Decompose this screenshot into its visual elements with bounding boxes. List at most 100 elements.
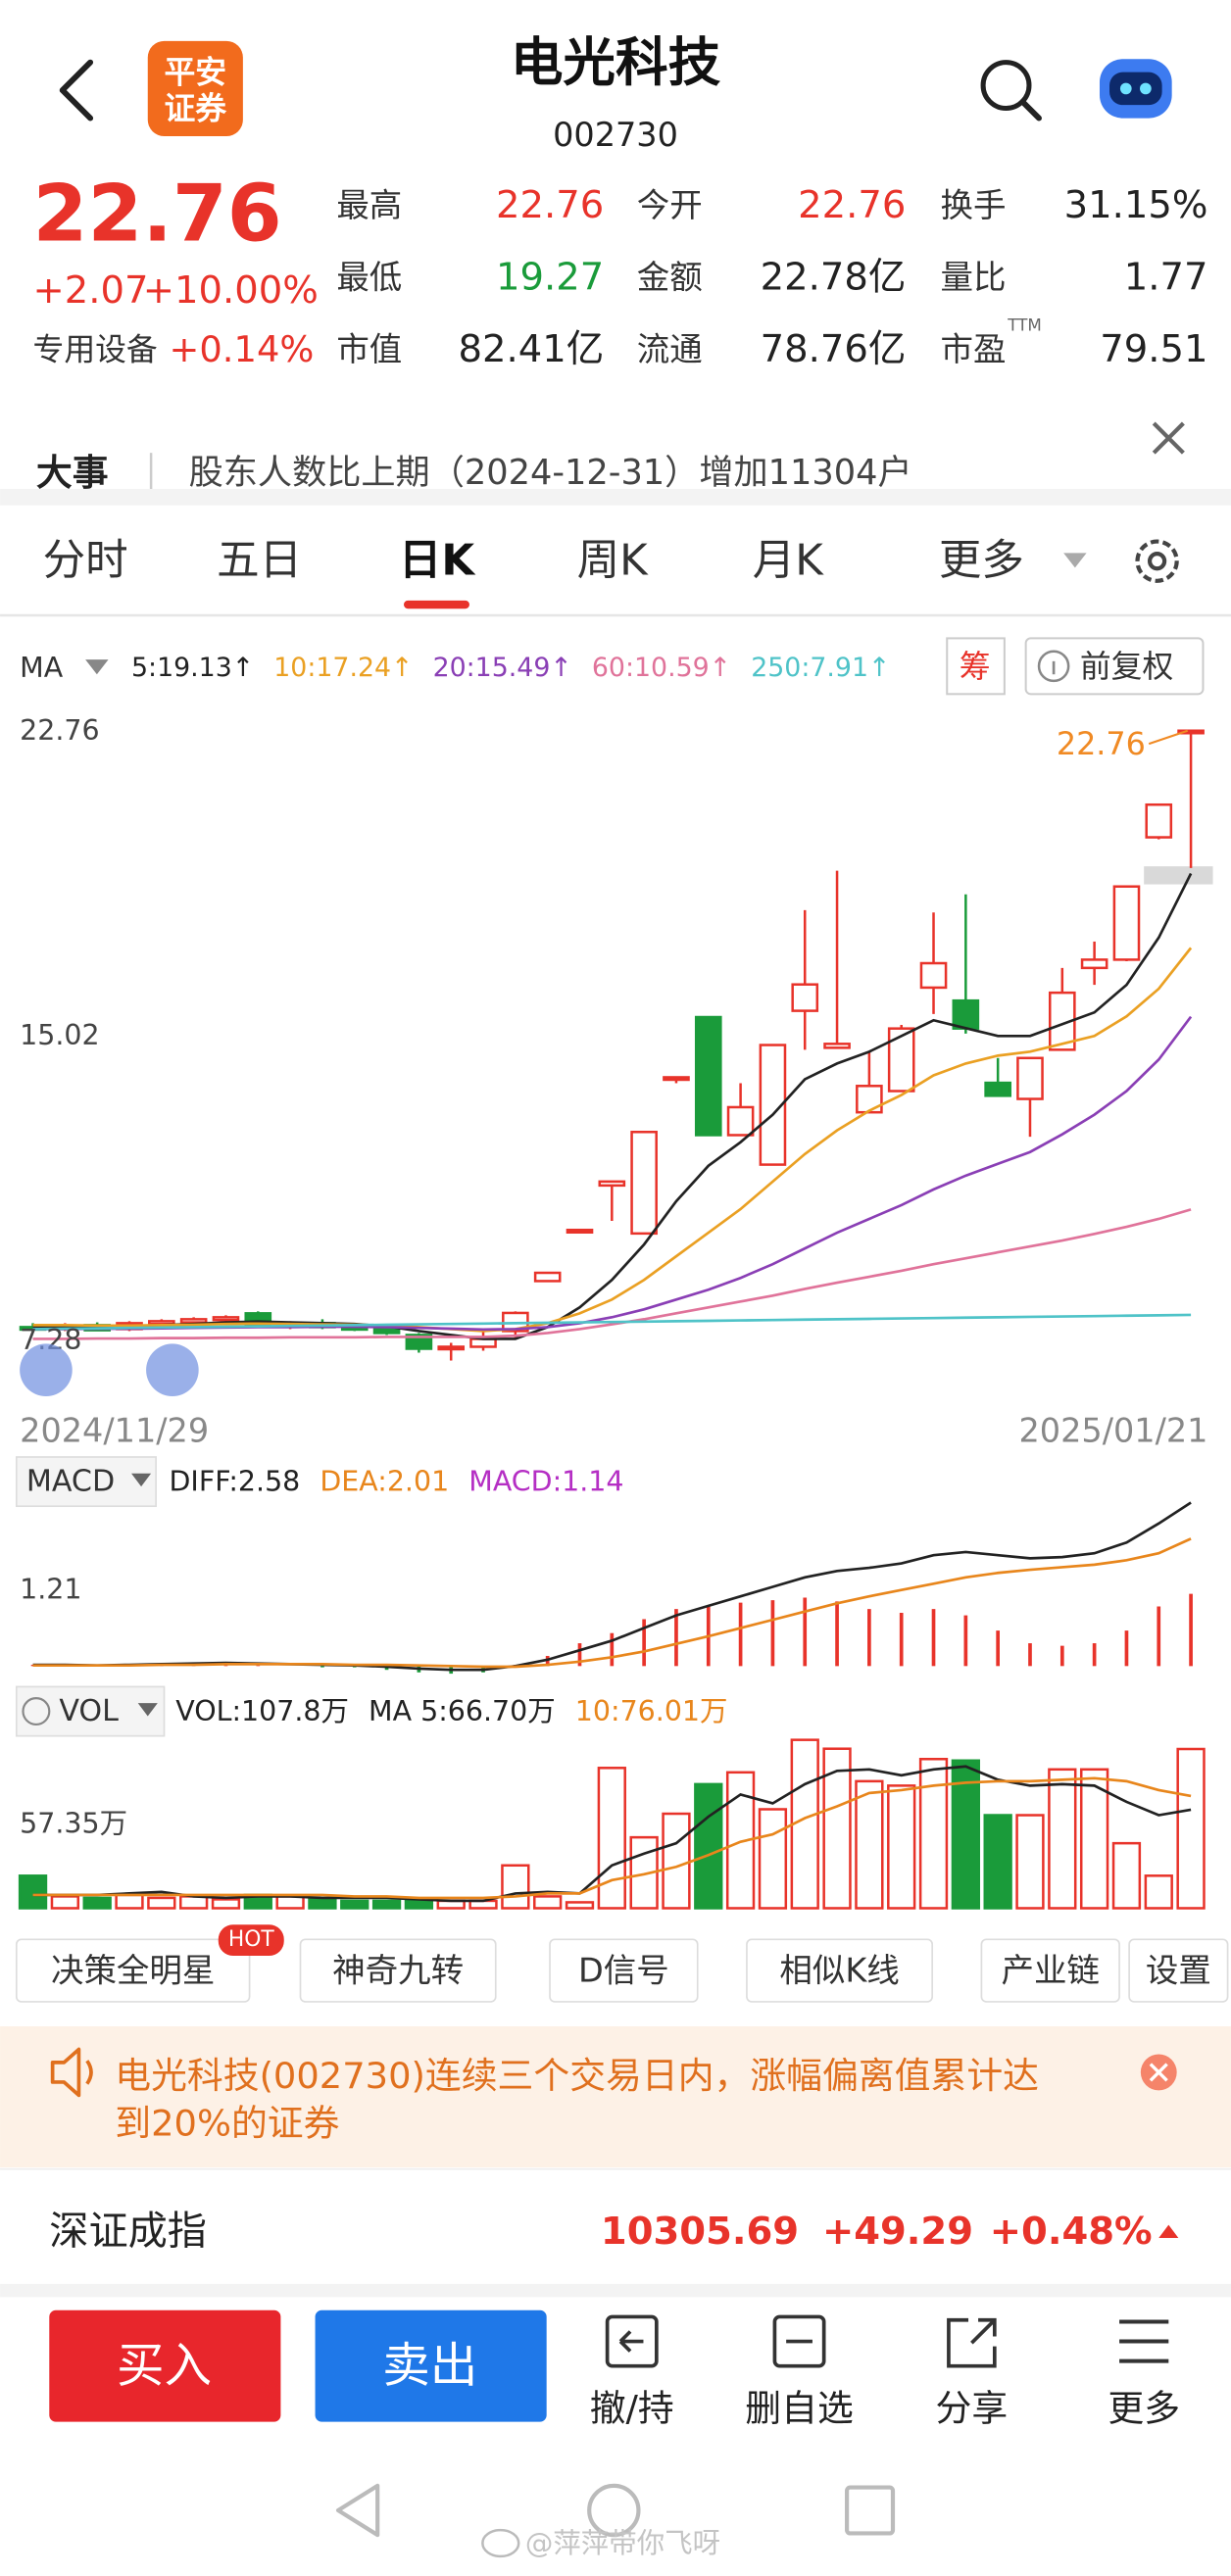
alert-text: 电光科技(002730)连续三个交易日内，涨幅偏离值累计达 xyxy=(115,2055,1039,2097)
tool-button[interactable] xyxy=(299,1938,497,2003)
volume-bar xyxy=(918,1757,949,1910)
chart-nav-button[interactable] xyxy=(146,1343,199,1397)
share-button[interactable] xyxy=(947,2317,997,2368)
volume-bar xyxy=(340,1899,369,1910)
candle-body xyxy=(405,1334,433,1350)
stat-label: 量比 xyxy=(941,258,1007,296)
tab[interactable]: 五日 xyxy=(217,537,302,586)
info-icon xyxy=(22,1697,51,1726)
candle-body xyxy=(372,1328,401,1335)
broker-logo xyxy=(147,40,243,136)
candle-body xyxy=(533,1271,562,1283)
ma-line xyxy=(32,947,1193,1333)
action-label[interactable]: 分享 xyxy=(936,2388,1009,2430)
volume-bar xyxy=(371,1899,402,1910)
tool-label: 设置 xyxy=(1146,1952,1211,1990)
sector-name: 专用设备 xyxy=(33,331,158,368)
ma-line xyxy=(32,1208,1192,1340)
close-news[interactable] xyxy=(1152,421,1185,455)
robot-icon xyxy=(1140,82,1152,95)
tool-button[interactable] xyxy=(15,1938,251,2003)
dropdown-arrow[interactable] xyxy=(1063,553,1087,568)
info-icon xyxy=(1037,650,1070,683)
news-strip[interactable] xyxy=(0,393,1231,496)
action-label[interactable]: 撤/持 xyxy=(590,2388,674,2430)
volume-bar xyxy=(275,1895,305,1910)
alert-text: 到20%的证券 xyxy=(115,2102,339,2144)
candle-body xyxy=(856,1085,883,1114)
adjust-button-label: 前复权 xyxy=(1080,648,1173,685)
search-icon xyxy=(1019,98,1042,122)
assistant-button[interactable] xyxy=(1099,59,1172,119)
search-button[interactable] xyxy=(980,60,1042,122)
nav-back[interactable] xyxy=(335,2483,380,2538)
tab[interactable]: 月K xyxy=(753,537,825,586)
watermark: @萍萍带你飞呀 xyxy=(525,2527,720,2559)
chart-nav-button[interactable] xyxy=(20,1343,73,1397)
ma-line xyxy=(32,1313,1192,1331)
tool-button[interactable] xyxy=(549,1938,699,2003)
legend-entry: DEA:2.01 xyxy=(320,1466,449,1498)
action-label[interactable]: 删自选 xyxy=(745,2388,853,2430)
y-tick-label: 15.02 xyxy=(20,1019,99,1051)
volume-bar xyxy=(662,1812,691,1910)
tool-label: 神奇九转 xyxy=(332,1952,464,1990)
sell-button[interactable] xyxy=(315,2309,547,2422)
indicator-name: VOL xyxy=(59,1694,119,1728)
remove-watchlist-button[interactable] xyxy=(772,2314,826,2368)
tool-button[interactable] xyxy=(980,1938,1120,2003)
back-button[interactable] xyxy=(59,59,94,122)
stock-code: 002730 xyxy=(553,116,678,154)
candle-body xyxy=(1016,1056,1044,1100)
volume-bar xyxy=(308,1898,337,1910)
tool-button[interactable] xyxy=(1128,1938,1229,2003)
high-label: 22.76 xyxy=(1057,725,1146,762)
adjust-button[interactable] xyxy=(1024,637,1205,696)
buy-button[interactable] xyxy=(49,2309,281,2422)
volume-bar xyxy=(694,1782,723,1910)
ma-line xyxy=(32,1765,1192,1903)
withdraw-button[interactable] xyxy=(605,2314,659,2368)
price-change: +2.07 xyxy=(33,268,149,313)
tab[interactable]: 更多 xyxy=(939,537,1024,586)
tool-button[interactable] xyxy=(746,1938,934,2003)
chip-button[interactable] xyxy=(946,637,1006,696)
volume-bar xyxy=(50,1895,80,1910)
index-pct: +0.48% xyxy=(990,2210,1153,2254)
macd-selector[interactable] xyxy=(15,1456,157,1508)
volume-bar xyxy=(983,1814,1012,1910)
index-change: +49.29 xyxy=(822,2210,973,2254)
tab[interactable]: 分时 xyxy=(43,537,128,586)
legend-entry: MA 5:66.70万 xyxy=(369,1695,556,1727)
robot-icon xyxy=(1109,72,1162,106)
vol-selector[interactable] xyxy=(15,1685,166,1737)
more-button[interactable] xyxy=(1119,2319,1169,2363)
index-name: 深证成指 xyxy=(49,2209,207,2254)
share-icon xyxy=(947,2317,997,2368)
ma-line xyxy=(32,1776,1192,1900)
robot-icon xyxy=(1119,82,1132,95)
buy-label: 买入 xyxy=(117,2339,212,2394)
nav-recent[interactable] xyxy=(845,2485,896,2536)
remove-icon xyxy=(772,2314,826,2368)
tab[interactable]: 周K xyxy=(577,537,650,586)
legend-entry: 10:17.24↑ xyxy=(273,653,413,683)
candle-body xyxy=(437,1345,466,1351)
divider xyxy=(0,489,1231,506)
tool-label: 决策全明星 xyxy=(51,1952,215,1990)
tab[interactable]: 日K xyxy=(399,537,477,586)
stat-label: 换手 xyxy=(941,186,1007,224)
volume-bar xyxy=(147,1896,176,1910)
dropdown-arrow xyxy=(131,1473,152,1487)
ma-dropdown[interactable] xyxy=(85,659,109,675)
nav-home[interactable] xyxy=(587,2483,641,2538)
legend-entry: VOL:107.8万 xyxy=(175,1695,349,1727)
gear-icon xyxy=(1147,552,1167,571)
settings-button[interactable] xyxy=(1135,539,1179,583)
stat-value: 79.51 xyxy=(1100,327,1207,371)
action-label[interactable]: 更多 xyxy=(1108,2388,1180,2430)
volume-bar xyxy=(887,1784,916,1910)
candle-body xyxy=(919,961,948,990)
